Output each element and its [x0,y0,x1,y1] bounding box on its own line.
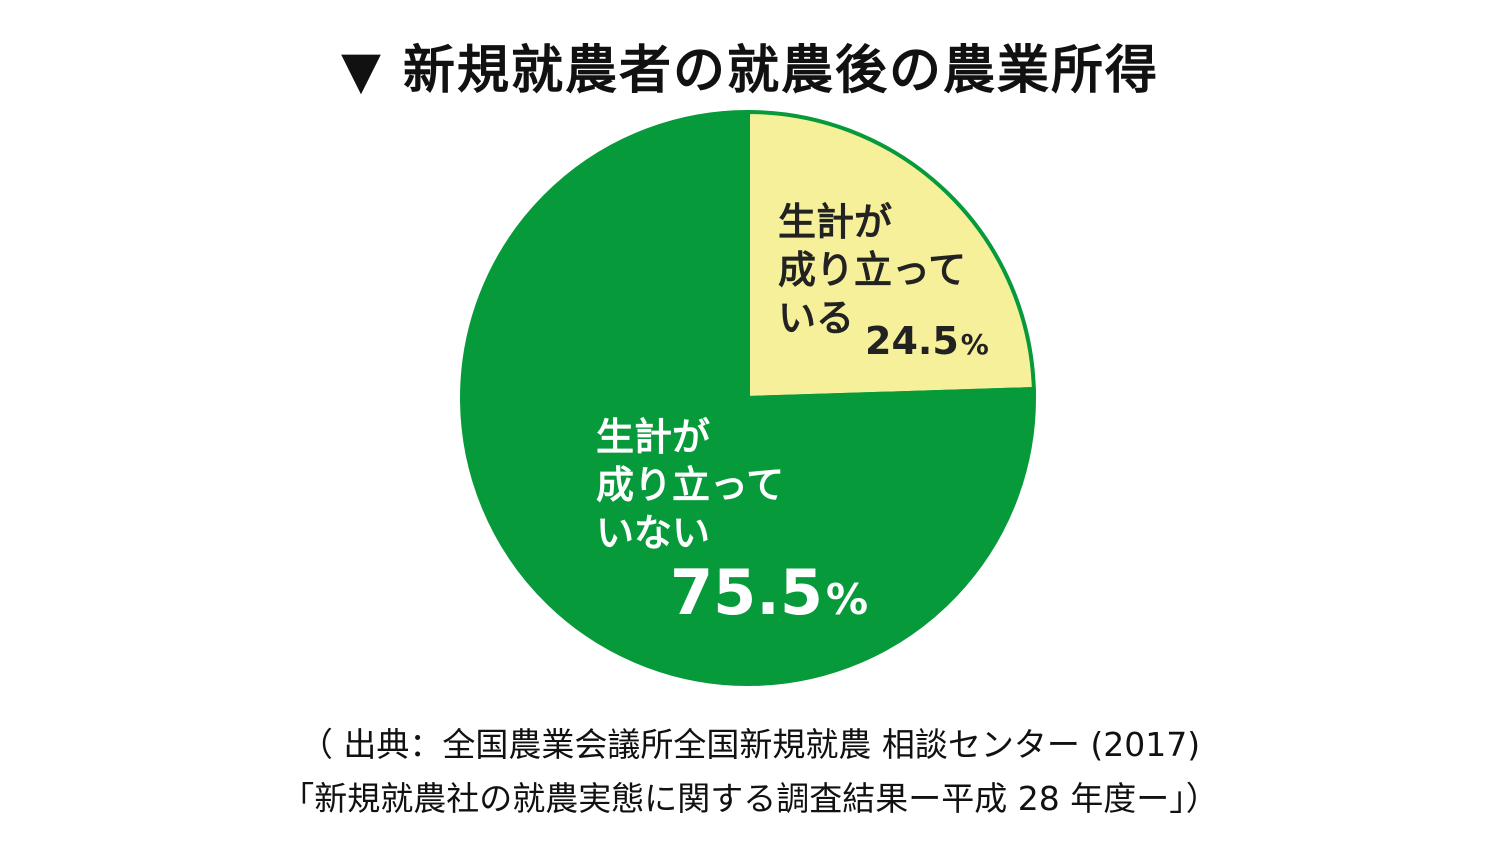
source-line-2: 「新規就農社の就農実態に関する調査結果ー平成 28 年度ー」） [281,779,1219,818]
slice-label-group-1: 生計が 成り立って いない 75.5% [596,415,868,629]
pie-slice-1 [460,109,1036,686]
source-line-1: （ 出典：全国農業会議所全国新規就農 相談センター (2017) [299,725,1201,764]
slice-label-group-0: 生計が 成り立って いる 24.5% [778,200,989,363]
slice-unit-0: % [961,328,989,361]
pie-slice-0 [746,109,1036,401]
slice-label-0-line-0: 生計が [778,200,892,244]
slice-label-0-line-2: いる [778,296,854,340]
slice-label-1-line-0: 生計が [596,415,710,459]
pie-slices [460,109,1036,686]
slice-unit-1: % [826,575,868,624]
svg-text:24.5%: 24.5% [865,319,989,363]
svg-text:生計が 成り立って いる: 生計が 成り立って いる [778,200,979,340]
svg-text:生計が 成り立って いない: 生計が 成り立って いない [596,415,797,555]
slice-label-1-line-2: いない [596,511,710,555]
slice-label-1-line-1: 成り立って [596,463,784,507]
chart-title: ▼ 新規就農者の就農後の農業所得 [340,41,1160,101]
slice-label-0-line-1: 成り立って [778,248,966,292]
svg-text:75.5%: 75.5% [670,556,868,629]
slice-value-0: 24.5 [865,319,959,363]
slice-value-1: 75.5 [670,556,823,629]
